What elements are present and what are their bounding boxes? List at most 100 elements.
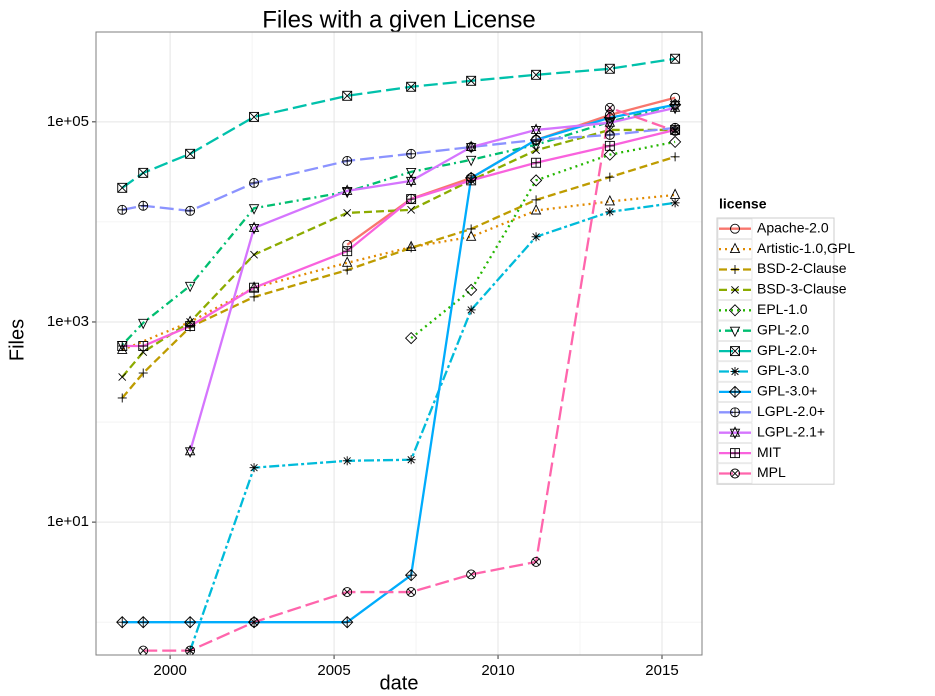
series-line [189, 106, 676, 452]
marker-part [343, 588, 351, 596]
marker [117, 393, 127, 403]
x-tick-label: 2005 [317, 662, 350, 679]
marker [531, 157, 542, 168]
marker [249, 282, 260, 293]
marker [466, 305, 476, 315]
marker-part [531, 556, 542, 567]
marker-part [604, 102, 615, 113]
marker [670, 152, 680, 162]
plot-border [95, 31, 703, 656]
marker-part [138, 167, 149, 178]
marker [185, 205, 196, 216]
marker [249, 617, 260, 628]
marker-part [250, 463, 258, 472]
marker [604, 129, 615, 140]
y-tick-label: 1e+01 [47, 513, 89, 530]
marker-part [605, 126, 614, 134]
marker [248, 221, 260, 235]
marker-part [343, 457, 351, 465]
series-line [122, 128, 676, 348]
marker-part [249, 111, 260, 122]
marker [529, 174, 543, 187]
marker-part [465, 230, 477, 241]
marker-part [465, 140, 477, 151]
marker [731, 285, 739, 294]
marker [184, 281, 196, 293]
marker-part [341, 184, 353, 195]
plot-area [116, 53, 682, 655]
marker-part [532, 233, 540, 241]
marker [343, 208, 352, 217]
marker-part [184, 281, 196, 293]
marker [117, 343, 128, 354]
marker-part [404, 331, 418, 345]
marker [670, 53, 681, 64]
marker-part [248, 224, 260, 235]
marker-part [466, 75, 476, 86]
marker [118, 373, 127, 381]
marker-part [185, 148, 196, 159]
marker [138, 200, 149, 211]
marker-part [731, 470, 739, 477]
marker-part [670, 126, 681, 136]
chart-title: Files with a given License [262, 6, 535, 33]
marker [604, 140, 615, 151]
marker-part [138, 645, 149, 655]
marker [138, 368, 148, 378]
legend-key-bg [717, 320, 753, 341]
legend-label: BSD-2-Clause [757, 260, 847, 276]
marker [465, 140, 477, 154]
legend-label: GPL-2.0+ [757, 342, 817, 358]
marker [249, 178, 260, 188]
marker [138, 341, 149, 351]
marker [531, 195, 541, 205]
marker [249, 463, 259, 473]
marker [605, 172, 615, 182]
marker-part [605, 63, 615, 74]
marker [250, 250, 258, 259]
marker-part [606, 104, 614, 112]
marker [604, 116, 616, 130]
legend-label: GPL-3.0 [757, 362, 809, 378]
marker-part [407, 205, 416, 214]
marker [668, 98, 682, 111]
series-line [410, 140, 676, 339]
marker [466, 569, 477, 580]
marker-part [730, 468, 740, 479]
marker-part [671, 199, 679, 207]
marker [670, 126, 681, 136]
marker [117, 182, 128, 193]
marker-part [465, 155, 477, 167]
marker [249, 111, 260, 122]
legend-label: Apache-2.0 [757, 219, 829, 235]
marker [342, 265, 352, 275]
legend-label: BSD-3-Clause [757, 281, 847, 297]
marker-part [604, 194, 616, 206]
marker [729, 242, 741, 254]
marker-part [248, 221, 260, 232]
marker [407, 205, 416, 214]
legend-label: MPL [757, 464, 786, 480]
marker [185, 148, 196, 159]
marker-part [184, 447, 196, 458]
x-tick-label: 2015 [645, 662, 678, 679]
marker-part [606, 208, 614, 216]
legend-label: LGPL-2.0+ [757, 403, 825, 419]
marker [730, 346, 740, 357]
series-line [189, 201, 676, 651]
marker [466, 75, 477, 86]
marker [730, 223, 740, 234]
marker-part [407, 456, 415, 464]
series-line [121, 193, 676, 352]
marker [669, 101, 681, 115]
legend-label: EPL-1.0 [757, 301, 808, 317]
x-axis-label: date [380, 672, 419, 694]
marker-part [406, 81, 417, 92]
marker-part [530, 123, 542, 134]
y-tick-label: 1e+03 [47, 313, 89, 330]
marker [465, 230, 477, 241]
marker [183, 616, 197, 629]
marker-part [343, 208, 352, 217]
marker-part [603, 148, 616, 161]
marker [248, 204, 260, 215]
